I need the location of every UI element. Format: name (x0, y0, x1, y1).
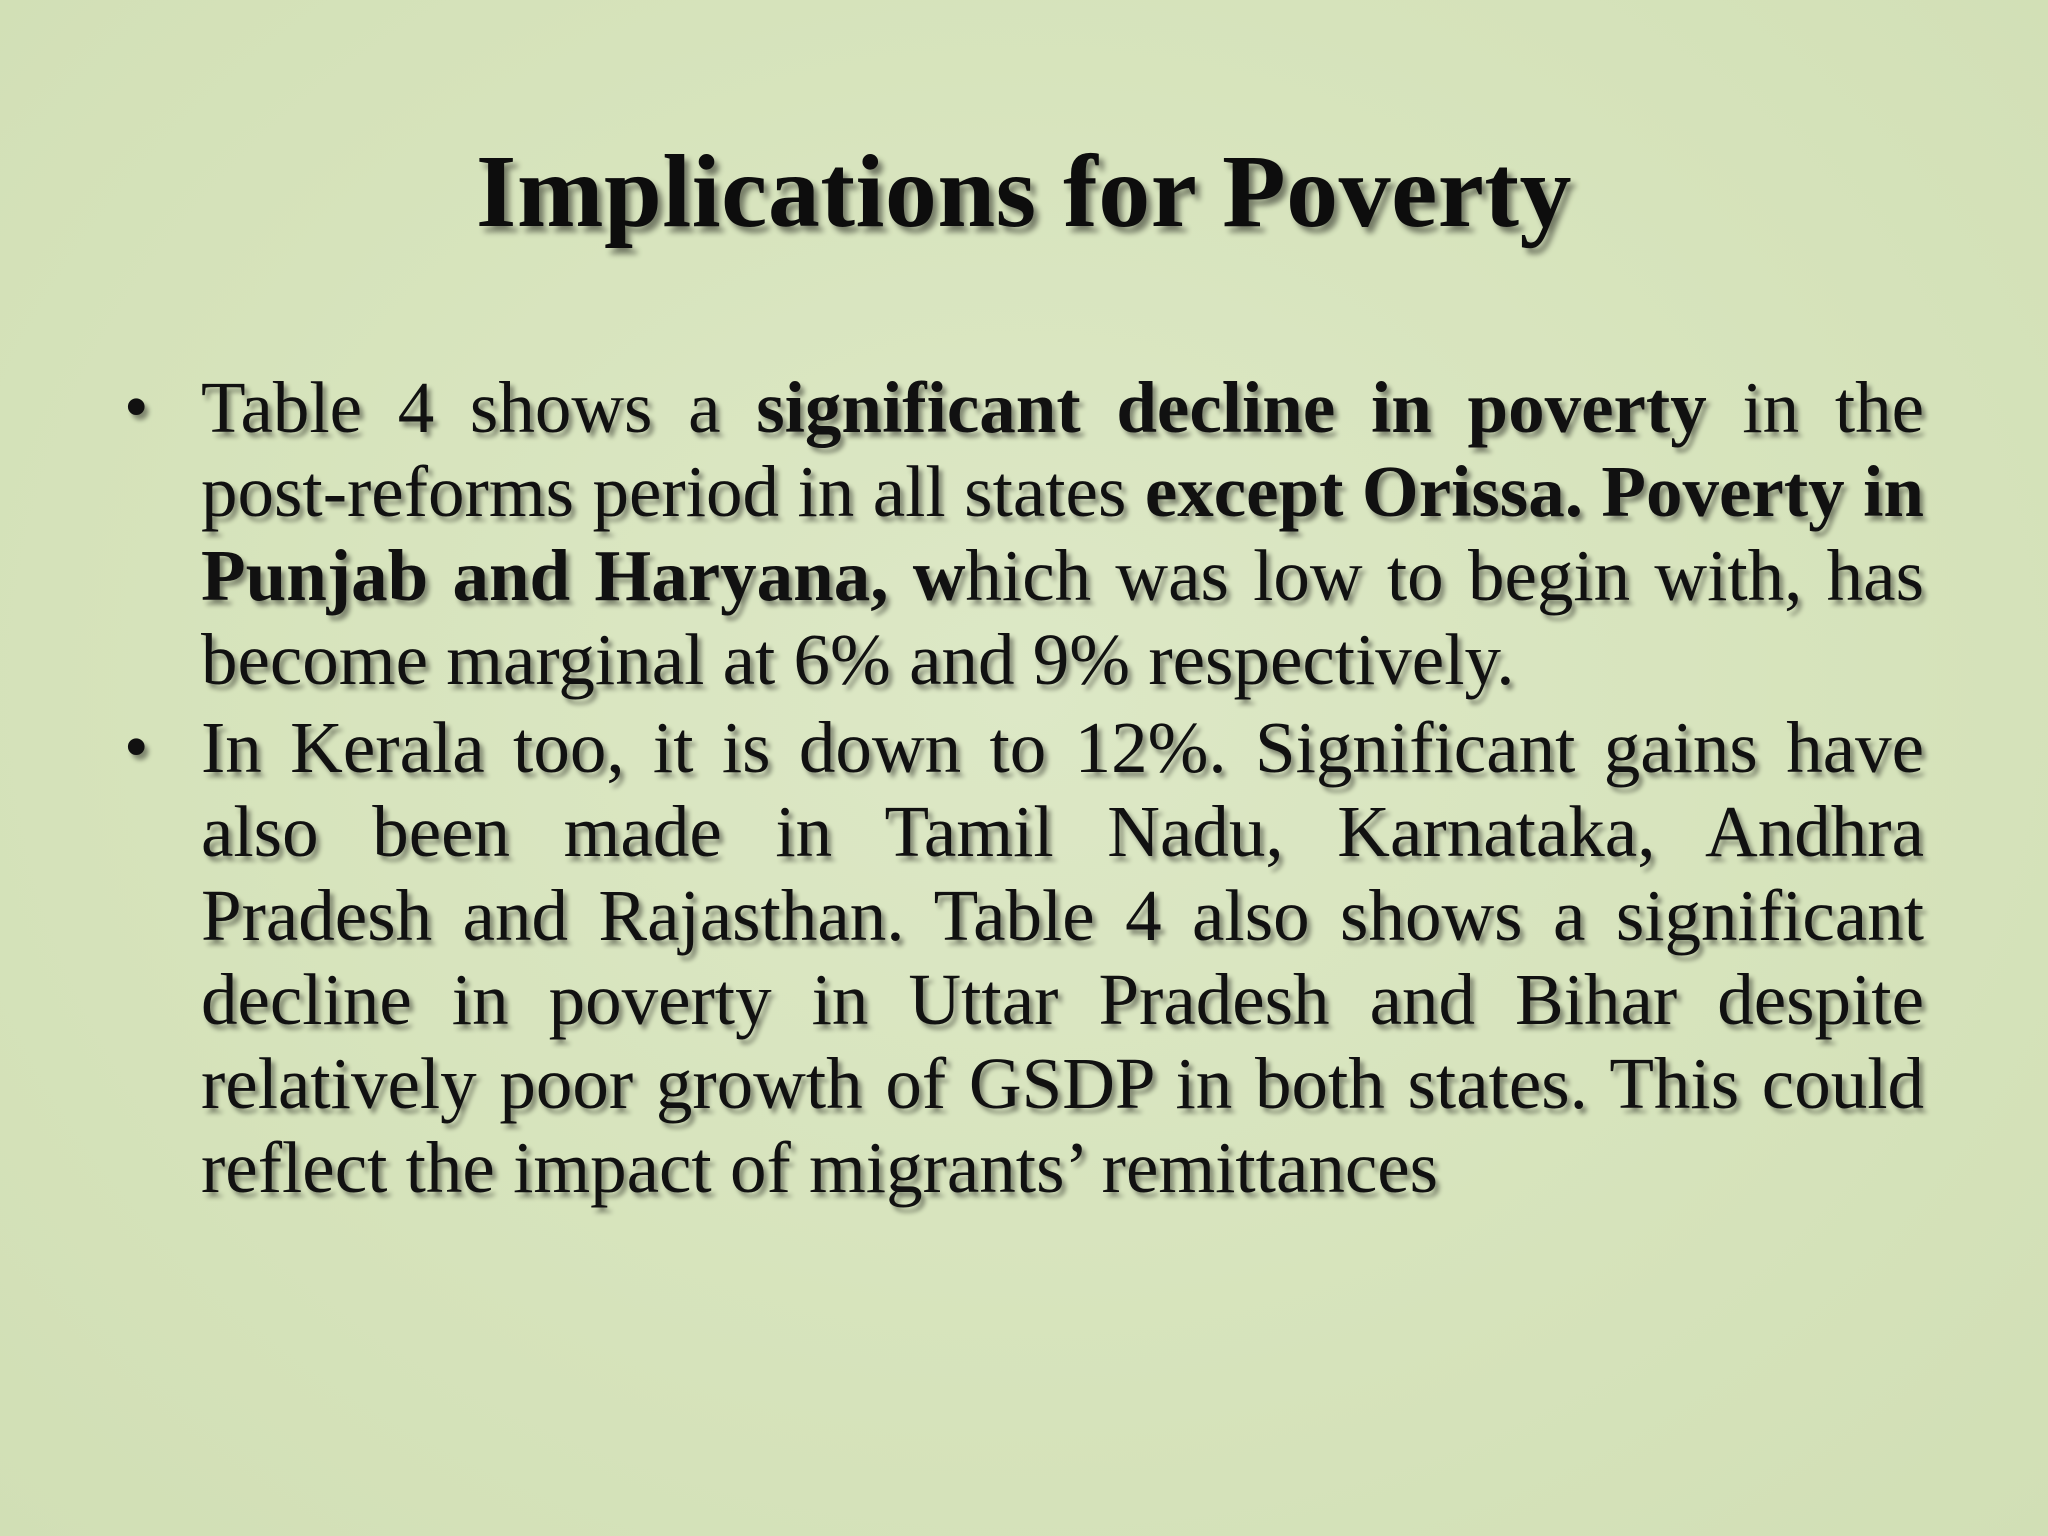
bullet-list: • Table 4 shows a significant decline in… (124, 366, 1924, 1214)
bullet-text-segment: In Kerala too, it is down to 12%. Signif… (201, 707, 1924, 1208)
bullet-dot-icon: • (124, 709, 149, 786)
bullet-text-bold-segment: except Orissa. Poverty in Punjab and Har… (201, 451, 1924, 616)
bullet-item-2: • In Kerala too, it is down to 12%. Sign… (124, 706, 1924, 1210)
bullet-item-1: • Table 4 shows a significant decline in… (124, 366, 1924, 702)
bullet-text-bold-segment: significant decline in poverty (756, 367, 1707, 448)
bullet-text-segment: Table 4 shows a (201, 367, 757, 448)
slide-title: Implications for Poverty (475, 134, 1573, 249)
bullet-text-segment: in the post-reforms period in all states (201, 367, 1925, 532)
bullet-dot-icon: • (124, 369, 149, 446)
bullet-text-segment: hich was low to begin with, has become m… (201, 535, 1924, 700)
